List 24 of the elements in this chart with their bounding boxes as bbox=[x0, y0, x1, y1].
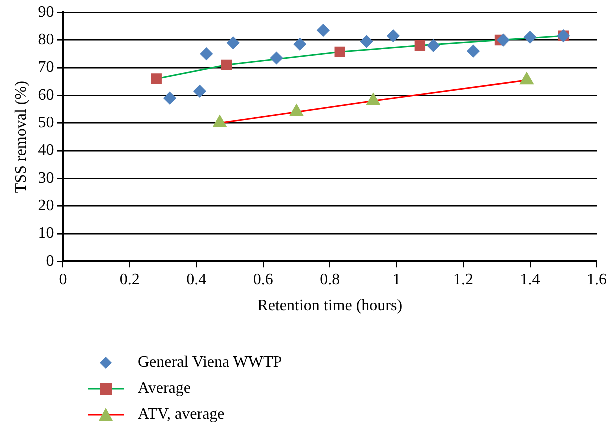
y-tick-label: 40 bbox=[38, 142, 54, 160]
x-tick-label: 0.4 bbox=[186, 271, 207, 288]
x-tick-label: 1 bbox=[392, 271, 401, 288]
x-tick-label: 0.8 bbox=[320, 271, 340, 288]
x-tick-label: 1.2 bbox=[454, 271, 474, 288]
legend-label: Average bbox=[138, 380, 191, 398]
legend-label: ATV, average bbox=[138, 406, 225, 424]
y-tick-label: 10 bbox=[38, 225, 54, 242]
x-tick-label: 0.2 bbox=[120, 271, 140, 288]
y-tick-label: 90 bbox=[38, 4, 54, 21]
y-tick-label: 0 bbox=[46, 252, 54, 270]
x-tick-label: 1.4 bbox=[520, 271, 540, 288]
y-axis-title: TSS removal (%) bbox=[12, 81, 30, 194]
x-tick-label: 0 bbox=[59, 271, 68, 288]
x-tick-label: 1.6 bbox=[587, 271, 607, 288]
y-tick-label: 50 bbox=[38, 114, 54, 132]
y-tick-label: 70 bbox=[38, 59, 54, 76]
y-tick-label: 60 bbox=[38, 86, 54, 104]
x-tick-label: 0.6 bbox=[253, 271, 274, 288]
legend-label: General Viena WWTP bbox=[138, 354, 282, 372]
x-axis-title: Retention time (hours) bbox=[258, 298, 403, 315]
y-tick-label: 80 bbox=[38, 31, 54, 48]
y-tick-label: 20 bbox=[38, 197, 54, 214]
y-tick-label: 30 bbox=[38, 170, 54, 187]
